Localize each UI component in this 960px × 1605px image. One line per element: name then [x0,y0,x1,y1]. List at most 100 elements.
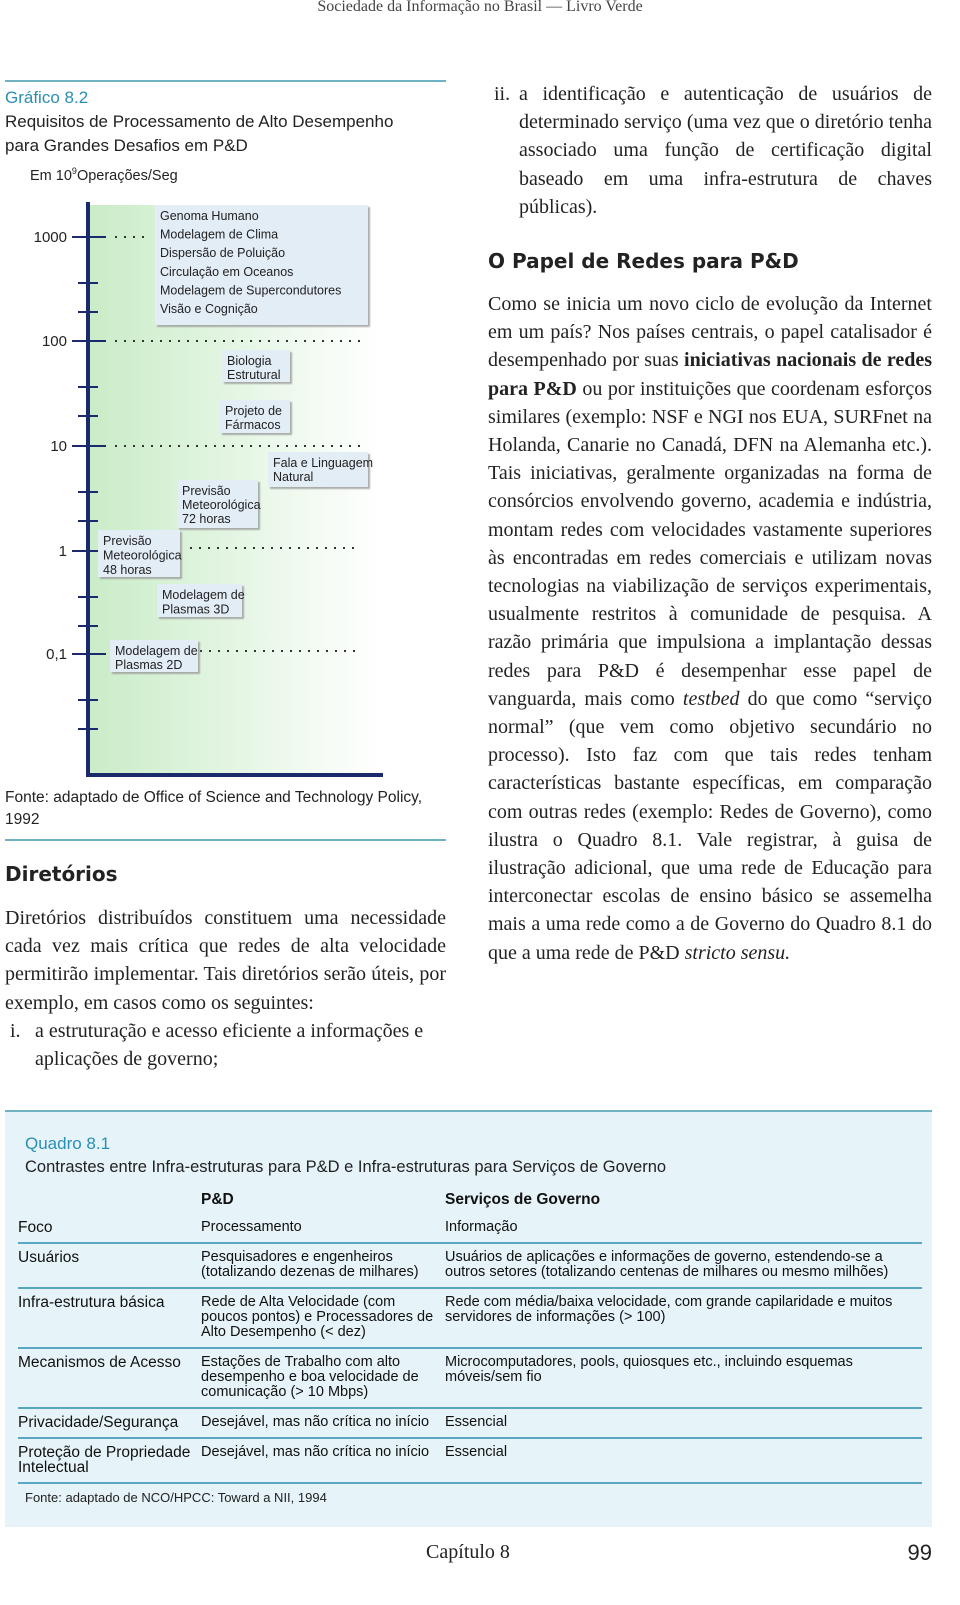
box-text: Projeto de [225,404,282,418]
box-frame [110,640,198,672]
box-text: Visão e Cognição [160,302,258,316]
box-frame [222,350,290,382]
box-text: Plasmas 3D [162,603,229,617]
list-item: i. a estruturação e acesso eficiente a i… [5,1017,446,1073]
table-cell: Pesquisadores e engenheiros (totalizando… [201,1243,445,1289]
figure-source: Fonte: adaptado de Office of Science and… [5,789,423,828]
box-text: Modelagem de [115,644,198,658]
figure-label: Gráfico 8.2 [5,88,89,107]
rule [5,839,446,841]
box-frame [98,530,180,577]
box-text: 72 horas [182,512,231,526]
header-cell [18,1186,201,1214]
table-header: P&D Serviços de Governo [18,1186,922,1214]
box-text: Meteorológica [103,549,182,563]
text-bold: iniciativas nacionais de redes para P&D [488,349,932,400]
list-text: a estruturação e acesso eficiente a info… [35,1020,424,1071]
table-row: Usuários Pesquisadores e engenheiros (tot… [18,1243,922,1289]
text-italic: stricto sensu. [684,941,791,964]
figure-title-line: Requisitos de Processamento de Alto Dese… [5,112,394,131]
quadro-source: Fonte: adaptado de NCO/HPCC: Toward a NI… [25,1490,327,1505]
table-cell: Rede de Alta Velocidade (com poucos pont… [201,1288,445,1349]
footer-chapter: Capítulo 8 [426,1541,510,1563]
y-tick-label: 10 [50,438,67,455]
box-text: Biologia [227,354,272,368]
section-heading: O Papel de Redes para P&D [488,249,799,273]
table-cell: Rede com média/baixa velocidade, com gra… [445,1288,922,1349]
table-row: Proteção de Propriedade Intelectual Desej… [18,1438,922,1484]
box-text: Estrutural [227,368,281,382]
table-cell: Microcomputadores, pools, quiosques etc.… [445,1348,922,1409]
table-cell: Essencial [445,1438,922,1484]
table-row: Foco Processamento Informação [18,1214,922,1244]
y-tick-label: 1000 [34,229,67,246]
table-cell: Infra-estrutura básica [18,1288,201,1349]
table-cell: Desejável, mas não crítica no início [201,1408,445,1439]
box-frame [220,400,290,433]
quadro-label: Quadro 8.1 [25,1134,111,1153]
annotation-box: Genoma Humano Modelagem de Clima Dispersão… [155,205,368,325]
unit-label: Em 109Operações/Seg [30,166,178,184]
box-text: Meteorológica [182,498,261,512]
page-number: 99 [907,1540,932,1565]
table-cell: Mecanismos de Acesso [18,1348,201,1409]
table-cell: Processamento [201,1214,445,1244]
section-heading: Diretórios [5,862,118,886]
box-text: Modelagem de Clima [160,228,278,242]
paragraph: Diretórios distribuídos constituem uma n… [5,907,446,1014]
header-cell: P&D [201,1191,234,1208]
unit-prefix: Em 10 [30,167,72,184]
table-cell: Foco [18,1214,201,1244]
box-text: Genoma Humano [160,209,259,223]
box-text: Fármacos [225,418,281,432]
box-text: Modelagem de Supercondutores [160,283,341,297]
figure-title-line: para Grandes Desafios em P&D [5,136,248,155]
rule [5,80,446,82]
box-frame [155,205,368,325]
y-tick-label: 100 [42,333,67,350]
table-cell: Privacidade/Segurança [18,1408,201,1439]
box-text: Previsão [182,484,231,498]
unit-suffix: Operações/Seg [76,167,178,184]
box-text: Modelagem de [162,588,245,602]
table-row: Infra-estrutura básica Rede de Alta Veloc… [18,1288,922,1349]
y-tick-label: 1 [59,543,67,560]
box-text: Natural [273,470,313,484]
text-run: ou por instituições que coordenam esforç… [488,377,932,710]
list-item: ii. a identificação e autenticação de us… [488,80,932,221]
quadro-table: P&D Serviços de Governo Foco Processament… [18,1186,922,1484]
quadro-title: Contrastes entre Infra-estruturas para P… [25,1158,667,1176]
list-marker: i. [10,1020,21,1042]
table-cell: Informação [445,1214,922,1244]
text-italic: testbed [682,687,740,710]
figure-chart: 1000 100 10 1 0,1 Genoma Humano Modelagem de C… [34,202,383,777]
list-text: a identificação e autenticação de usuári… [519,83,932,218]
table-cell: Estações de Trabalho com alto desempenho… [201,1348,445,1409]
table-row: Privacidade/Segurança Desejável, mas não … [18,1408,922,1439]
box-text: Dispersão de Poluição [160,246,285,260]
text-run: do que como “serviço normal” (que vem co… [488,687,932,964]
figure-title: Requisitos de Processamento de Alto Dese… [5,110,393,158]
box-text: 48 horas [103,563,152,577]
table-row: Mecanismos de Acesso Estações de Trabalho… [18,1348,922,1409]
running-header: Sociedade da Informação no Brasil — Livr… [317,0,643,15]
table-cell: Desejável, mas não crítica no início [201,1438,445,1484]
list-marker: ii. [494,83,511,105]
box-text: Previsão [103,534,152,548]
unit-exponent: 9 [71,166,77,176]
paragraph: Como se inicia um novo ciclo de evolução… [488,290,932,967]
y-tick-label: 0,1 [46,646,67,663]
box-frame [268,452,368,487]
table-cell: Usuários de aplicações e informações de … [445,1243,922,1289]
table-cell: Essencial [445,1408,922,1439]
table-cell: Proteção de Propriedade Intelectual [18,1438,201,1484]
box-frame [177,480,258,528]
table-cell: Usuários [18,1243,201,1289]
